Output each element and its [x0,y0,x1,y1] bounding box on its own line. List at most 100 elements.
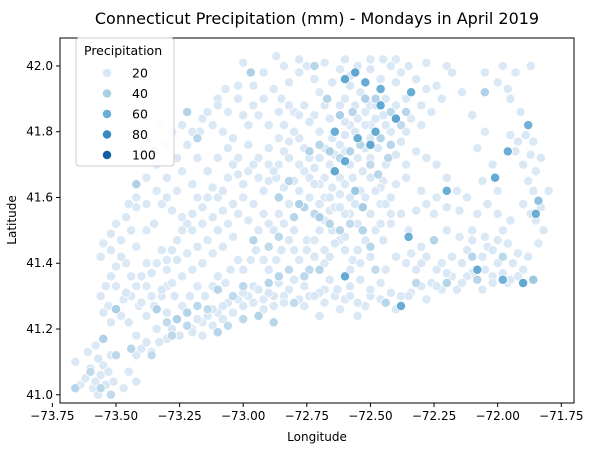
data-point [406,87,417,98]
data-point [248,100,259,111]
data-point [370,93,381,104]
legend: Precipitation 20 40 60 80 100 [75,37,175,167]
data-point [258,255,269,265]
data-point [487,159,498,170]
data-point [441,202,452,213]
data-point [250,245,261,256]
data-point [136,297,147,308]
data-point [268,166,279,177]
data-point [187,264,198,275]
data-point [273,192,284,203]
data-point [131,350,142,361]
data-point [268,225,279,236]
data-point [222,218,233,229]
data-point [217,314,228,325]
data-point [345,291,356,302]
data-point [528,136,539,147]
data-point [355,87,366,98]
data-point [416,100,427,111]
data-point [324,159,335,170]
x-tick-label: −73.50 [94,409,138,423]
data-point [327,182,338,193]
data-point [299,100,310,111]
data-point [497,61,508,71]
data-point [233,255,244,265]
data-point [375,218,386,229]
data-point [322,93,333,104]
data-point [457,258,467,269]
data-point [380,264,391,275]
data-point [467,251,478,262]
data-point [525,61,536,71]
data-point [426,107,437,117]
data-point [535,153,546,163]
data-point [401,107,412,117]
data-point [431,80,442,91]
data-point [365,284,376,295]
data-point [225,264,236,275]
data-point [284,284,294,295]
data-point [345,264,356,275]
data-point [131,376,142,387]
data-point [304,172,315,183]
data-point [100,281,111,292]
data-point [329,126,340,137]
data-point [345,192,356,203]
x-tick-label: −72.00 [475,409,519,423]
data-point [454,205,465,216]
data-point [340,208,350,219]
data-point [309,251,320,262]
data-point [309,291,320,302]
data-point [207,248,218,259]
data-point [301,245,312,256]
data-point [233,169,244,180]
data-point [172,235,182,246]
data-point [357,166,368,177]
data-point [396,120,406,131]
data-point [284,77,294,88]
data-point [212,327,223,338]
data-point [347,107,358,117]
data-point [299,301,310,311]
data-point [182,307,193,318]
data-point [105,271,116,282]
data-point [212,271,223,282]
data-point [243,120,254,131]
data-point [403,61,414,71]
data-point [111,261,121,272]
data-point [217,185,228,196]
data-point [390,54,401,65]
data-point [513,248,523,259]
data-point [365,251,376,262]
data-point [273,231,284,242]
data-point [487,245,498,256]
legend-marker [102,129,112,140]
data-point [192,153,203,163]
data-point [431,192,442,203]
data-point [284,153,294,163]
data-point [334,304,345,315]
data-point [334,225,345,236]
data-point [365,159,376,170]
data-point [477,251,488,262]
data-point [222,143,233,154]
data-point [187,225,198,236]
data-point [523,120,534,131]
data-point [324,218,335,229]
data-point [141,310,152,321]
data-point [523,176,534,186]
data-point [90,340,101,351]
data-point [121,258,132,269]
data-point [294,67,305,78]
data-point [222,107,233,117]
data-point [141,337,152,348]
data-point [497,274,508,285]
data-point [299,271,310,282]
data-point [365,54,376,65]
data-point [294,110,305,121]
data-point [271,51,282,62]
data-point [161,255,172,265]
data-point [505,215,516,226]
data-point [421,84,432,94]
data-point [154,337,165,348]
